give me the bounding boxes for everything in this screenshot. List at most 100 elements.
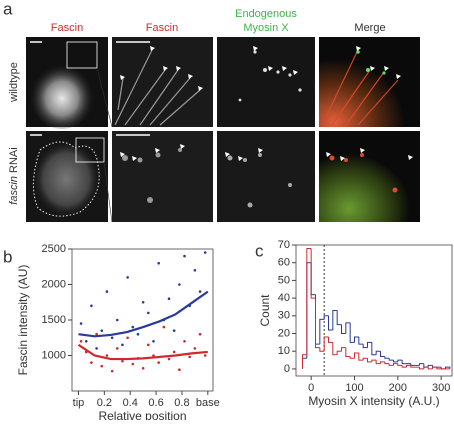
histogram-step — [367, 341, 372, 348]
histogram-step — [384, 356, 390, 359]
scatter-dot — [79, 322, 83, 325]
scatter-dot — [110, 369, 114, 373]
scatter-dot — [95, 347, 98, 350]
y-tick-label: 50 — [278, 274, 290, 286]
scatter-dot — [162, 325, 166, 329]
scatter-dot — [193, 347, 197, 350]
plot-frame — [295, 244, 453, 377]
scatter-dot — [79, 340, 83, 343]
histogram-step — [319, 318, 325, 345]
x-tick-label: tip — [73, 397, 85, 409]
x-tick-label: 200 — [389, 382, 407, 394]
scatter-dot — [95, 332, 98, 336]
histogram-step — [323, 315, 329, 320]
scatter-dot — [126, 336, 129, 340]
histogram-step — [345, 347, 351, 358]
scatter-dot — [157, 361, 160, 364]
image — [112, 131, 213, 222]
histogram-step — [375, 360, 381, 365]
histogram-step — [354, 352, 359, 359]
panel-letter: b — [3, 247, 12, 266]
panel-letter: c — [255, 241, 264, 260]
histogram-step — [388, 363, 394, 366]
y-tick-label: 60 — [278, 257, 290, 269]
scatter-dot — [105, 354, 109, 357]
scatter-dot — [203, 251, 207, 254]
y-axis-label: Fascin intensity (AU) — [16, 265, 30, 376]
histogram-step — [419, 363, 424, 366]
row-text: wildtype — [8, 62, 20, 103]
y-tick-label: 1000 — [42, 349, 66, 361]
scatter-dot — [126, 276, 129, 279]
histogram-step — [354, 336, 359, 343]
scatter-dot — [198, 290, 202, 293]
scatter-dot — [110, 336, 114, 340]
column-header: Myosin X — [243, 22, 289, 34]
y-tick-label: 20 — [278, 327, 290, 339]
histogram-step — [410, 363, 416, 366]
filopodia — [114, 49, 201, 126]
histogram-step — [345, 322, 351, 334]
histogram-step — [306, 262, 312, 359]
scatter-dot — [131, 362, 135, 366]
histogram-step — [336, 310, 342, 326]
scatter-dot — [100, 364, 104, 368]
gene-name: fascin — [8, 176, 20, 205]
scatter-dot — [167, 357, 171, 361]
scatter-dot — [136, 332, 140, 336]
row-label: wildtype — [8, 62, 20, 103]
scatter-dot — [152, 340, 155, 343]
histogram-step — [332, 342, 338, 356]
scatter-dot — [90, 361, 93, 364]
puncta — [238, 50, 302, 102]
zoom-line — [103, 161, 113, 223]
y-tick-label: 70 — [278, 239, 290, 251]
panel-letter: a — [3, 0, 13, 18]
zoom-box — [66, 41, 98, 69]
zoom-box — [75, 137, 105, 163]
y-tick-label: 0 — [284, 363, 290, 375]
puncta — [329, 153, 398, 193]
column-header: Fascin — [146, 22, 178, 34]
scatter-dot — [141, 366, 145, 370]
x-tick-label: 100 — [345, 382, 363, 394]
histogram-step — [306, 248, 312, 355]
scatter-dot — [198, 332, 202, 336]
histogram-step — [302, 357, 307, 369]
scatter-dot — [188, 355, 192, 359]
trend-line — [77, 343, 208, 361]
histogram-step — [380, 351, 385, 358]
histogram-step — [332, 310, 338, 330]
histogram-step — [367, 358, 372, 363]
image — [112, 37, 213, 127]
histogram-step — [341, 347, 346, 352]
column-header: Merge — [354, 22, 385, 34]
scatter-dot — [131, 325, 135, 329]
y-tick-label: 2500 — [42, 243, 66, 255]
scatter-dot — [183, 340, 186, 343]
histogram-step — [328, 315, 333, 331]
x-tick-label: base — [196, 397, 220, 409]
histogram-step — [380, 361, 385, 364]
histogram-step — [384, 361, 390, 365]
x-tick-label: 0.2 — [97, 397, 112, 409]
scatter-dot — [178, 368, 181, 372]
scatter-dot — [141, 300, 145, 304]
histogram-step — [362, 357, 368, 361]
scatter-dot — [157, 261, 160, 265]
scatter-dot — [183, 254, 186, 258]
histogram-step — [436, 367, 442, 370]
histogram-step — [388, 358, 394, 361]
histogram-step — [310, 262, 316, 296]
histogram-step — [427, 367, 433, 370]
histogram-step — [375, 350, 381, 355]
scatter-dot — [90, 304, 93, 308]
histogram-step — [358, 337, 364, 345]
histogram-step — [432, 366, 437, 369]
scatter-dot — [100, 329, 104, 332]
histogram-step — [336, 350, 342, 355]
histogram-step — [328, 337, 333, 343]
x-tick-label: 0.6 — [148, 397, 163, 409]
scatter-dot — [147, 311, 150, 315]
